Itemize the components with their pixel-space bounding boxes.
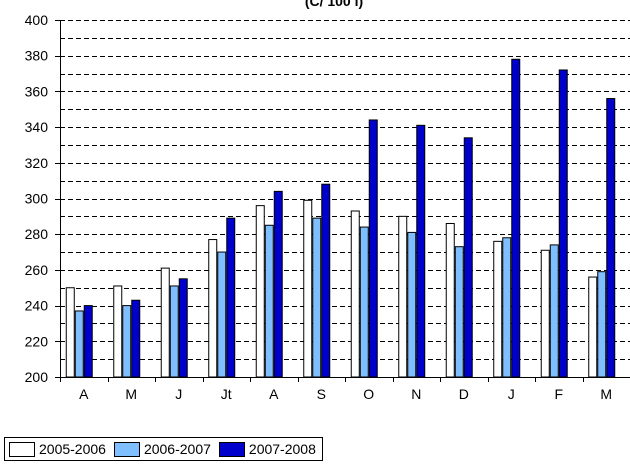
bar bbox=[350, 210, 360, 378]
bar bbox=[454, 246, 464, 378]
y-tick-label: 320 bbox=[25, 155, 49, 171]
bars bbox=[65, 58, 616, 378]
chart-title: (C/ 100 l) bbox=[305, 0, 363, 9]
bar bbox=[359, 226, 369, 378]
x-tick-label: M bbox=[125, 386, 137, 402]
y-tick-label: 280 bbox=[25, 226, 49, 242]
y-tick-label: 200 bbox=[25, 369, 49, 385]
bar bbox=[493, 240, 503, 378]
bar bbox=[226, 217, 236, 378]
bar bbox=[264, 224, 274, 378]
bar bbox=[502, 237, 512, 378]
legend: 2005-2006 2006-2007 2007-2008 bbox=[4, 437, 323, 461]
y-tick-label: 300 bbox=[25, 191, 49, 207]
bar bbox=[273, 190, 283, 378]
gridlines bbox=[60, 20, 630, 360]
bar bbox=[169, 285, 179, 378]
bar bbox=[303, 199, 313, 378]
x-tick-label: J bbox=[175, 386, 182, 402]
bar bbox=[511, 58, 521, 378]
y-tick-label: 380 bbox=[25, 48, 49, 64]
legend-swatch-2 bbox=[113, 441, 140, 457]
bar bbox=[83, 305, 93, 378]
x-tick-label: F bbox=[554, 386, 563, 402]
bar bbox=[549, 244, 559, 378]
bar bbox=[463, 137, 473, 378]
bar bbox=[208, 239, 218, 378]
bar bbox=[74, 310, 84, 378]
x-tick-label: D bbox=[459, 386, 469, 402]
y-tick-label: 360 bbox=[25, 83, 49, 99]
tick-labels: 200 220 240 260 280 300 320 340 360 380 400 A M J Jt A S… bbox=[25, 12, 612, 402]
x-tick-label: N bbox=[411, 386, 421, 402]
x-tick-label: Jt bbox=[221, 386, 232, 402]
y-tick-label: 400 bbox=[25, 12, 49, 28]
bar bbox=[416, 124, 426, 378]
x-tick-label: S bbox=[317, 386, 326, 402]
y-tick-label: 240 bbox=[25, 298, 49, 314]
bar bbox=[321, 183, 331, 378]
bar bbox=[540, 249, 550, 378]
legend-swatch-3 bbox=[218, 441, 245, 457]
legend-swatch-1 bbox=[9, 441, 35, 457]
legend-item-3: 2007-2008 bbox=[218, 441, 316, 457]
legend-item-2: 2006-2007 bbox=[113, 441, 211, 457]
bar bbox=[606, 98, 616, 378]
x-tick-label: J bbox=[508, 386, 515, 402]
bar bbox=[597, 271, 607, 378]
bar bbox=[407, 231, 417, 378]
legend-label-3: 2007-2008 bbox=[248, 441, 316, 457]
bar bbox=[398, 215, 408, 378]
bar bbox=[312, 217, 322, 378]
bar bbox=[558, 69, 568, 378]
axes bbox=[55, 20, 630, 382]
y-tick-label: 220 bbox=[25, 333, 49, 349]
bar bbox=[217, 251, 227, 378]
x-tick-label: M bbox=[600, 386, 612, 402]
bar bbox=[588, 276, 598, 378]
bar bbox=[122, 305, 132, 378]
y-tick-label: 340 bbox=[25, 119, 49, 135]
bar bbox=[113, 285, 123, 378]
bar bbox=[368, 119, 378, 378]
y-tick-label: 260 bbox=[25, 262, 49, 278]
bar bbox=[178, 278, 188, 378]
bar-chart: (C/ 100 l) 200 220 240 260 280 300 320 340 360 38… bbox=[25, 0, 630, 402]
x-tick-label: O bbox=[363, 386, 374, 402]
bar bbox=[255, 205, 265, 378]
bar bbox=[160, 267, 170, 378]
legend-label-1: 2005-2006 bbox=[39, 441, 106, 457]
legend-item-1: 2005-2006 bbox=[9, 441, 106, 457]
x-tick-label: A bbox=[269, 386, 279, 402]
x-tick-label: A bbox=[79, 386, 89, 402]
bar bbox=[131, 299, 141, 378]
legend-label-2: 2006-2007 bbox=[143, 441, 211, 457]
bar bbox=[445, 222, 455, 378]
bar bbox=[65, 287, 75, 378]
